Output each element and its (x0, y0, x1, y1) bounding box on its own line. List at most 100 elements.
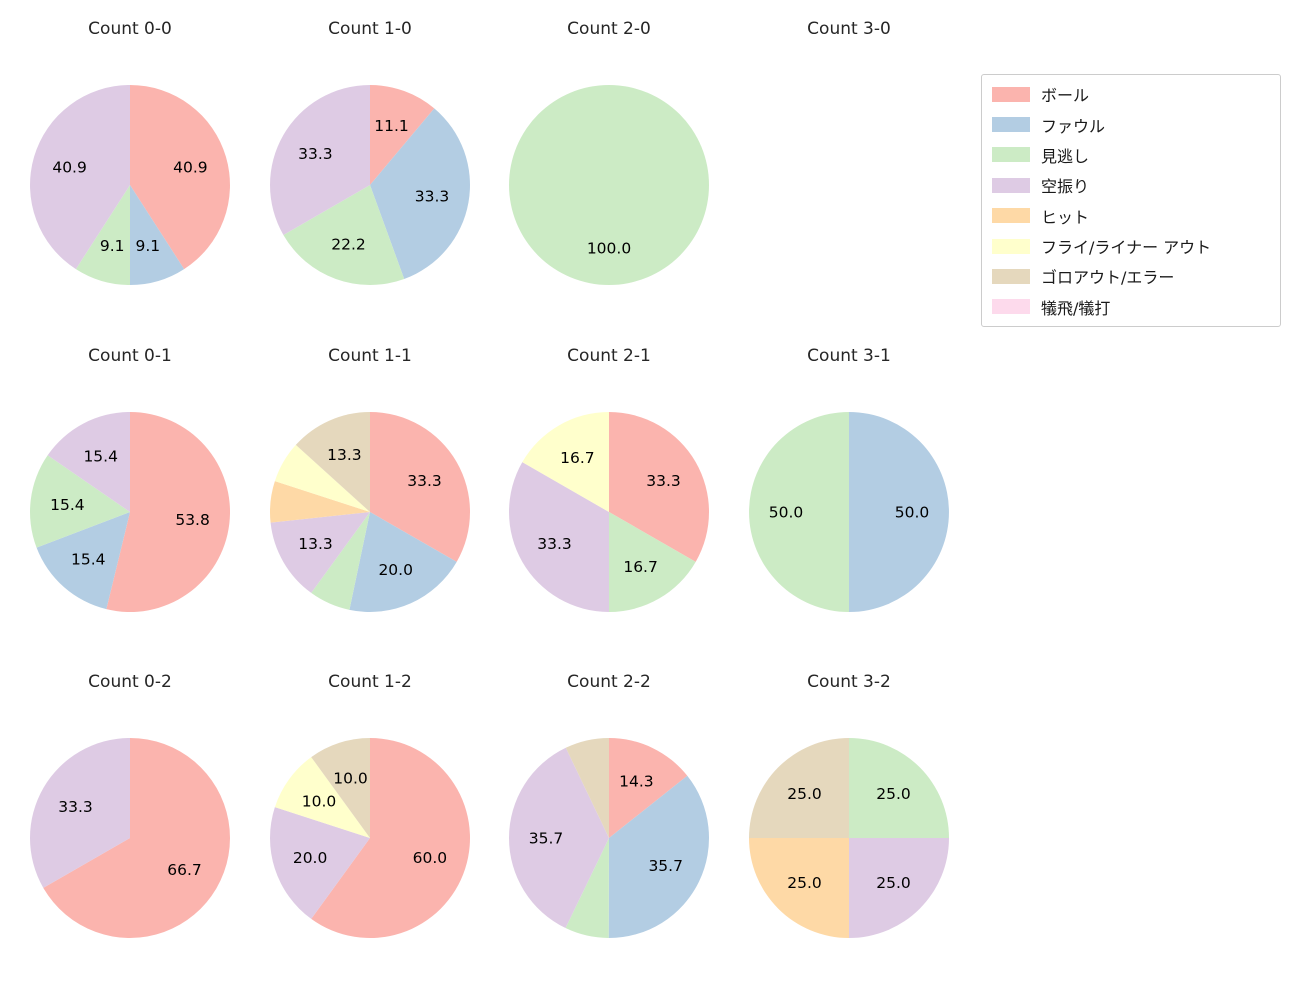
slice-percentage-label: 25.0 (787, 785, 822, 803)
slice-percentage-label: 16.7 (560, 449, 595, 467)
legend: ボール ファウル 見逃し 空振り ヒット フライ/ライナー アウト ゴロアウト/… (981, 74, 1281, 327)
pie-slice (370, 412, 471, 562)
pie-count-2-1: 33.3 16.7 33.3 16.7 (508, 412, 710, 612)
pie-slice (269, 481, 370, 523)
pie-count-1-0: 11.1 33.3 22.2 33.3 (270, 85, 470, 285)
pie-chart-count-1-1: Count 1-1 33.3 20.0 13.3 13.3 (250, 342, 490, 662)
slice-percentage-label: 33.3 (407, 472, 442, 490)
slice-percentage-label: 33.3 (646, 472, 681, 490)
pie-chart-count-2-0: Count 2-0 100.0 (489, 15, 729, 335)
pie-slice (130, 85, 230, 270)
pie-slice (509, 85, 709, 285)
slice-percentage-label: 33.3 (298, 145, 333, 163)
chart-title: Count 1-0 (328, 19, 412, 39)
slice-percentage-label: 11.1 (374, 117, 409, 135)
slice-percentage-label: 33.3 (537, 535, 572, 553)
pie-count-1-1: 33.3 20.0 13.3 13.3 (269, 412, 471, 613)
slice-percentage-label: 15.4 (50, 496, 85, 514)
slice-percentage-label: 40.9 (173, 159, 208, 177)
chart-title: Count 2-2 (567, 672, 651, 692)
pie-slice (75, 185, 130, 285)
legend-swatch-hit (992, 208, 1030, 224)
slice-percentage-label: 13.3 (327, 446, 362, 464)
slice-percentage-label: 50.0 (895, 503, 930, 521)
pie-slice (283, 185, 405, 285)
slice-percentage-label: 10.0 (333, 770, 368, 788)
legend-label-foul: ファウル (1041, 116, 1106, 136)
pie-slice (508, 462, 609, 612)
slice-percentage-label: 14.3 (619, 773, 654, 791)
legend-swatch-swinging-strike (992, 177, 1030, 193)
slice-percentage-label: 60.0 (413, 849, 448, 867)
pie-slice (849, 838, 949, 938)
pie-count-1-2: 60.0 20.0 10.0 10.0 (269, 738, 471, 938)
slice-percentage-label: 53.8 (175, 511, 210, 529)
pie-slice (274, 757, 370, 838)
legend-swatch-ball (992, 86, 1030, 102)
pie-chart-count-1-2: Count 1-2 60.0 20.0 10.0 10.0 (250, 668, 490, 988)
pie-chart-count-3-2: Count 3-2 25.0 25.0 25.0 25.0 (729, 668, 969, 988)
slice-percentage-label: 100.0 (587, 239, 631, 257)
slice-percentage-label: 22.2 (331, 236, 366, 254)
pie-chart-count-0-0: Count 0-0 40.9 9.1 9.1 40.9 (10, 15, 250, 335)
pie-slice (29, 738, 130, 888)
legend-item-ball: ボール (992, 80, 1280, 108)
chart-title: Count 0-1 (88, 346, 172, 366)
pie-chart-count-2-2: Count 2-2 14.3 35.7 35.7 (489, 668, 729, 988)
pie-slice (36, 512, 130, 610)
chart-title: Count 1-2 (328, 672, 412, 692)
legend-item-swinging-strike: 空振り (992, 171, 1280, 199)
slice-percentage-label: 10.0 (302, 792, 337, 810)
slice-percentage-label: 25.0 (876, 785, 911, 803)
slice-percentage-label: 50.0 (769, 503, 804, 521)
pie-chart-count-3-0: Count 3-0 (729, 15, 969, 335)
legend-swatch-sacrifice (992, 299, 1030, 315)
legend-label-groundout-error: ゴロアウト/エラー (1041, 268, 1175, 288)
legend-label-fly-liner-out: フライ/ライナー アウト (1041, 238, 1212, 258)
legend-swatch-groundout-error (992, 268, 1030, 284)
slice-percentage-label: 20.0 (293, 849, 328, 867)
pie-slice (508, 747, 609, 929)
pie-slice (270, 512, 370, 593)
legend-label-sacrifice: 犠飛/犠打 (1041, 298, 1111, 318)
pie-slice (749, 838, 849, 938)
legend-swatch-called-strike (992, 147, 1030, 163)
pie-slice (106, 412, 231, 612)
pie-slice (349, 512, 457, 613)
pie-slice (130, 185, 185, 285)
pie-slice (311, 738, 370, 838)
pie-slice (370, 108, 470, 279)
pie-slice (749, 738, 849, 838)
legend-item-fly-liner-out: フライ/ライナー アウト (992, 232, 1280, 260)
pie-chart-count-1-0: Count 1-0 11.1 33.3 22.2 33.3 (250, 15, 490, 335)
slice-percentage-label: 15.4 (71, 551, 106, 569)
pie-slice (311, 738, 471, 938)
pie-chart-count-2-1: Count 2-1 33.3 16.7 33.3 16.7 (489, 342, 729, 662)
legend-item-sacrifice: 犠飛/犠打 (992, 293, 1280, 321)
pie-count-0-2: 66.7 33.3 (29, 738, 230, 938)
chart-title: Count 1-1 (328, 346, 412, 366)
pie-slice (749, 412, 849, 612)
slice-percentage-label: 16.7 (623, 558, 658, 576)
pie-slice (30, 455, 130, 548)
pie-slice (849, 738, 949, 838)
pie-count-2-0: 100.0 (509, 85, 709, 285)
slice-percentage-label: 13.3 (298, 535, 333, 553)
slice-percentage-label: 35.7 (529, 829, 564, 847)
pie-chart-count-3-1: Count 3-1 50.0 50.0 (729, 342, 969, 662)
pie-count-2-2: 14.3 35.7 35.7 (508, 738, 710, 939)
slice-percentage-label: 35.7 (648, 857, 683, 875)
pie-slice (609, 412, 710, 562)
pie-slice (47, 412, 130, 512)
slice-percentage-label: 9.1 (135, 237, 160, 255)
legend-item-groundout-error: ゴロアウト/エラー (992, 262, 1280, 290)
pie-slice (370, 85, 435, 185)
chart-title: Count 3-2 (807, 672, 891, 692)
legend-label-ball: ボール (1041, 86, 1090, 106)
chart-title: Count 2-1 (567, 346, 651, 366)
legend-label-swinging-strike: 空振り (1041, 177, 1090, 197)
slice-percentage-label: 33.3 (58, 798, 93, 816)
legend-swatch-fly-liner-out (992, 238, 1030, 254)
legend-label-hit: ヒット (1041, 207, 1090, 227)
